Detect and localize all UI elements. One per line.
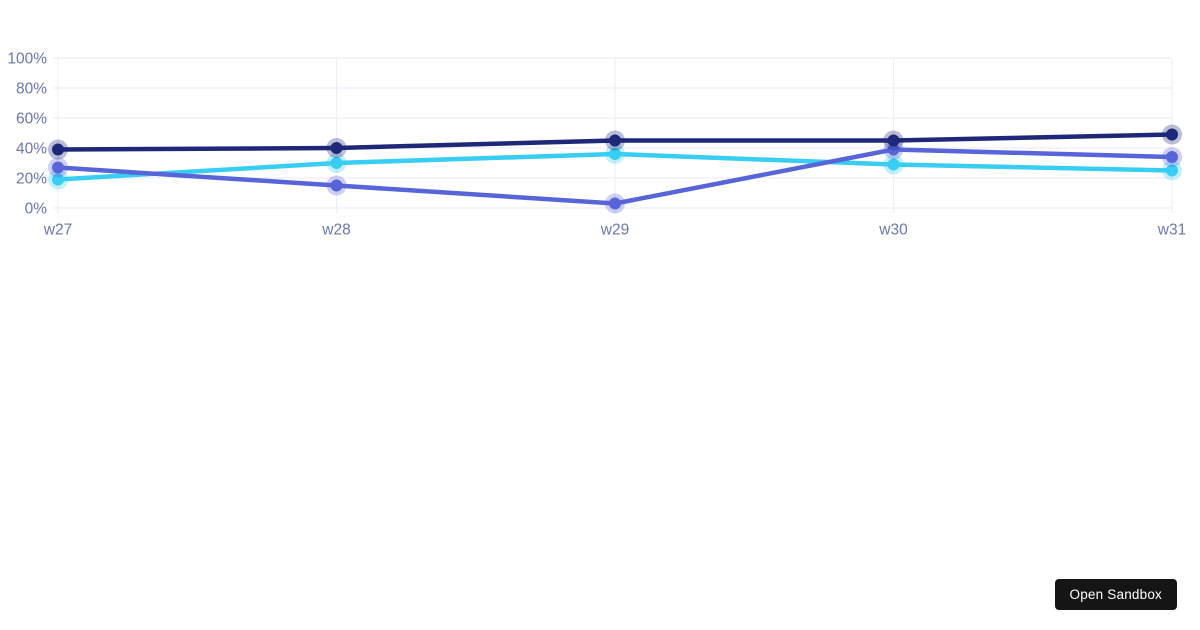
- x-axis-label: w30: [878, 222, 908, 239]
- y-axis-label: 60%: [16, 111, 47, 128]
- data-point-dark-navy-series: [1166, 128, 1178, 141]
- data-point-cyan-series: [887, 158, 900, 171]
- x-axis-label: w31: [1157, 222, 1186, 239]
- x-axis-label: w27: [43, 222, 72, 239]
- y-axis-label: 20%: [16, 171, 47, 188]
- data-point-indigo-series: [52, 161, 64, 174]
- data-point-cyan-series: [609, 148, 621, 160]
- data-point-cyan-series: [52, 173, 64, 186]
- data-point-indigo-series: [330, 179, 343, 192]
- x-axis-label: w29: [600, 222, 629, 239]
- data-point-dark-navy-series: [609, 134, 621, 147]
- y-axis-label: 80%: [16, 81, 47, 98]
- y-axis-label: 0%: [25, 201, 48, 218]
- data-point-dark-navy-series: [330, 142, 343, 154]
- x-axis-label: w28: [321, 222, 350, 239]
- line-chart: 100% 80% 60% 40% 20% 0% w27 w28 w29 w30 w31: [7, 51, 1186, 239]
- data-point-dark-navy-series: [887, 134, 900, 147]
- data-point-cyan-series: [330, 157, 343, 169]
- open-sandbox-button[interactable]: Open Sandbox: [1054, 579, 1177, 610]
- y-axis-label: 100%: [7, 51, 47, 68]
- data-point-dark-navy-series: [52, 143, 64, 156]
- data-point-indigo-series: [1166, 151, 1178, 163]
- data-point-indigo-series: [887, 143, 900, 156]
- y-axis-label: 40%: [16, 141, 47, 158]
- data-point-cyan-series: [1166, 164, 1178, 177]
- data-point-indigo-series: [609, 197, 621, 210]
